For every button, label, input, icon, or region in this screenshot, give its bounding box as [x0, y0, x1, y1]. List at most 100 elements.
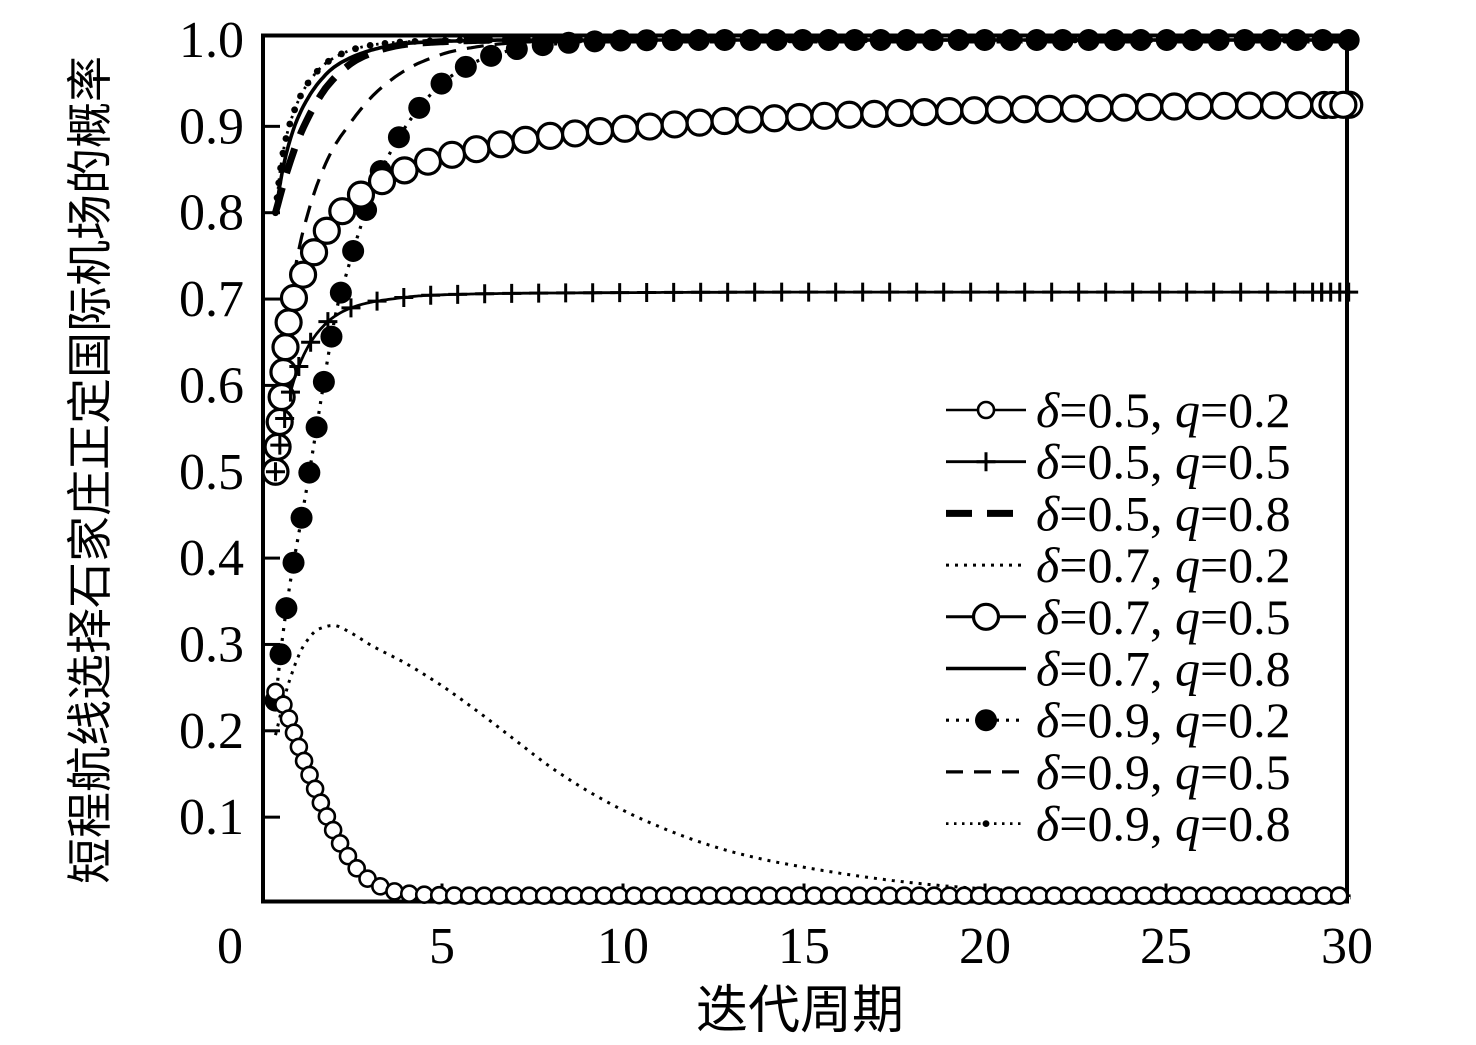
marker-filled-circle	[456, 36, 464, 44]
legend-q-symbol: q	[1175, 796, 1200, 852]
marker-open-circle	[1179, 886, 1199, 906]
marker-open-circle	[274, 308, 303, 337]
x-tick-label: 10	[597, 918, 649, 975]
series-markers-d05-q02	[266, 682, 1349, 906]
marker-plus	[341, 298, 361, 318]
y-tick-label: 0.2	[179, 703, 244, 760]
marker-open-circle	[1035, 94, 1064, 123]
marker-open-circle	[299, 238, 329, 267]
marker-filled-circle	[277, 164, 284, 172]
y-tick-label: 0.8	[179, 185, 244, 242]
marker-open-circle	[564, 886, 584, 906]
legend-delta-symbol: δ	[1036, 744, 1060, 800]
legend-item: δ=0.5, q=0.8	[946, 485, 1291, 541]
marker-open-circle	[635, 112, 664, 141]
marker-filled-circle	[583, 30, 606, 53]
marker-plus	[664, 282, 684, 302]
marker-filled-circle	[1103, 29, 1126, 51]
axis-ticks	[265, 124, 1168, 900]
legend: δ=0.5, q=0.2δ=0.5, q=0.5δ=0.5, q=0.8δ=0.…	[946, 382, 1291, 852]
marker-filled-circle	[557, 31, 580, 54]
legend-delta-symbol: δ	[1036, 434, 1060, 490]
marker-plus	[691, 282, 711, 302]
marker-open-circle	[429, 885, 449, 905]
marker-open-circle	[1224, 886, 1244, 906]
marker-open-circle	[1210, 91, 1239, 120]
legend-item: δ=0.5, q=0.5	[946, 434, 1291, 490]
marker-open-circle	[288, 260, 318, 289]
marker-plus	[1042, 282, 1062, 302]
marker-open-circle	[1269, 886, 1289, 906]
marker-filled-circle	[947, 29, 970, 51]
legend-q-value: =0.2	[1200, 382, 1291, 438]
marker-filled-circle	[366, 41, 374, 49]
legend-label: δ=0.9, q=0.2	[1036, 692, 1291, 748]
marker-filled-circle	[305, 416, 328, 439]
marker-open-circle	[759, 886, 779, 906]
marker-open-circle	[1074, 886, 1094, 906]
marker-plus	[1096, 282, 1116, 302]
marker-filled-circle	[869, 29, 892, 51]
marker-filled-circle	[635, 29, 658, 52]
marker-filled-circle	[486, 36, 494, 44]
marker-open-circle	[462, 135, 491, 164]
marker-open-circle	[760, 104, 789, 133]
legend-label: δ=0.9, q=0.8	[1036, 796, 1291, 852]
marker-open-circle	[1160, 92, 1189, 121]
marker-open-circle	[744, 886, 764, 906]
marker-plus	[1177, 282, 1197, 302]
marker-filled-circle	[313, 67, 321, 75]
marker-plus	[1015, 282, 1035, 302]
marker-filled-circle	[325, 57, 332, 65]
marker-open-circle	[1329, 886, 1349, 906]
marker-open-circle	[910, 97, 939, 127]
marker-plus	[880, 282, 900, 302]
marker-open-circle	[519, 886, 539, 906]
marker-open-circle	[1134, 886, 1154, 906]
marker-open-circle	[879, 886, 899, 906]
marker-filled-circle	[290, 506, 313, 529]
marker-open-circle	[939, 886, 959, 906]
legend-label: δ=0.5, q=0.2	[1036, 382, 1291, 438]
marker-filled-circle	[408, 96, 431, 119]
marker-open-circle	[269, 357, 298, 387]
marker-open-circle	[1314, 886, 1334, 906]
marker-open-circle	[1029, 886, 1049, 906]
legend-delta-value: =0.9,	[1059, 692, 1175, 748]
marker-plus	[475, 284, 495, 304]
marker-filled-circle	[430, 72, 453, 95]
marker-plus	[556, 283, 576, 303]
marker-open-circle	[1209, 886, 1229, 906]
marker-plus	[275, 409, 295, 429]
legend-delta-symbol: δ	[1036, 692, 1060, 748]
y-tick-label: 0.1	[179, 789, 244, 846]
legend-item: δ=0.7, q=0.2	[946, 537, 1291, 593]
marker-filled-circle	[320, 325, 343, 348]
marker-filled-circle	[279, 149, 287, 157]
y-tick-labels: 0.1 0.2 0.3 0.4 0.5 0.6 0.7 0.8 0.9 1.0	[179, 12, 244, 846]
legend-item: δ=0.9, q=0.2	[946, 692, 1291, 748]
series-line-d05-q08	[272, 36, 1351, 214]
legend-delta-value: =0.5,	[1059, 434, 1175, 490]
marker-open-circle	[399, 884, 419, 903]
marker-open-circle	[654, 886, 674, 906]
legend-label: δ=0.7, q=0.8	[1036, 641, 1291, 697]
marker-open-circle	[579, 886, 599, 906]
marker-open-circle	[699, 886, 719, 906]
marker-filled-circle	[1181, 29, 1204, 51]
legend-q-value: =0.5	[1200, 589, 1291, 645]
marker-filled-circle	[1155, 29, 1178, 51]
marker-plus	[280, 382, 300, 402]
legend-q-symbol: q	[1175, 641, 1200, 697]
x-tick-labels: 0 5 10 15 20 25 30	[217, 918, 1373, 975]
marker-open-circle	[984, 886, 1004, 906]
legend-q-symbol: q	[1175, 382, 1200, 438]
marker-open-circle	[1085, 94, 1114, 123]
marker-open-circle	[536, 121, 565, 151]
marker-filled-circle	[1207, 29, 1230, 51]
marker-filled-circle	[843, 29, 866, 51]
marker-filled-circle	[817, 29, 840, 51]
marker-plus	[318, 312, 338, 332]
marker-open-circle	[954, 886, 974, 906]
marker-plus	[799, 282, 819, 302]
